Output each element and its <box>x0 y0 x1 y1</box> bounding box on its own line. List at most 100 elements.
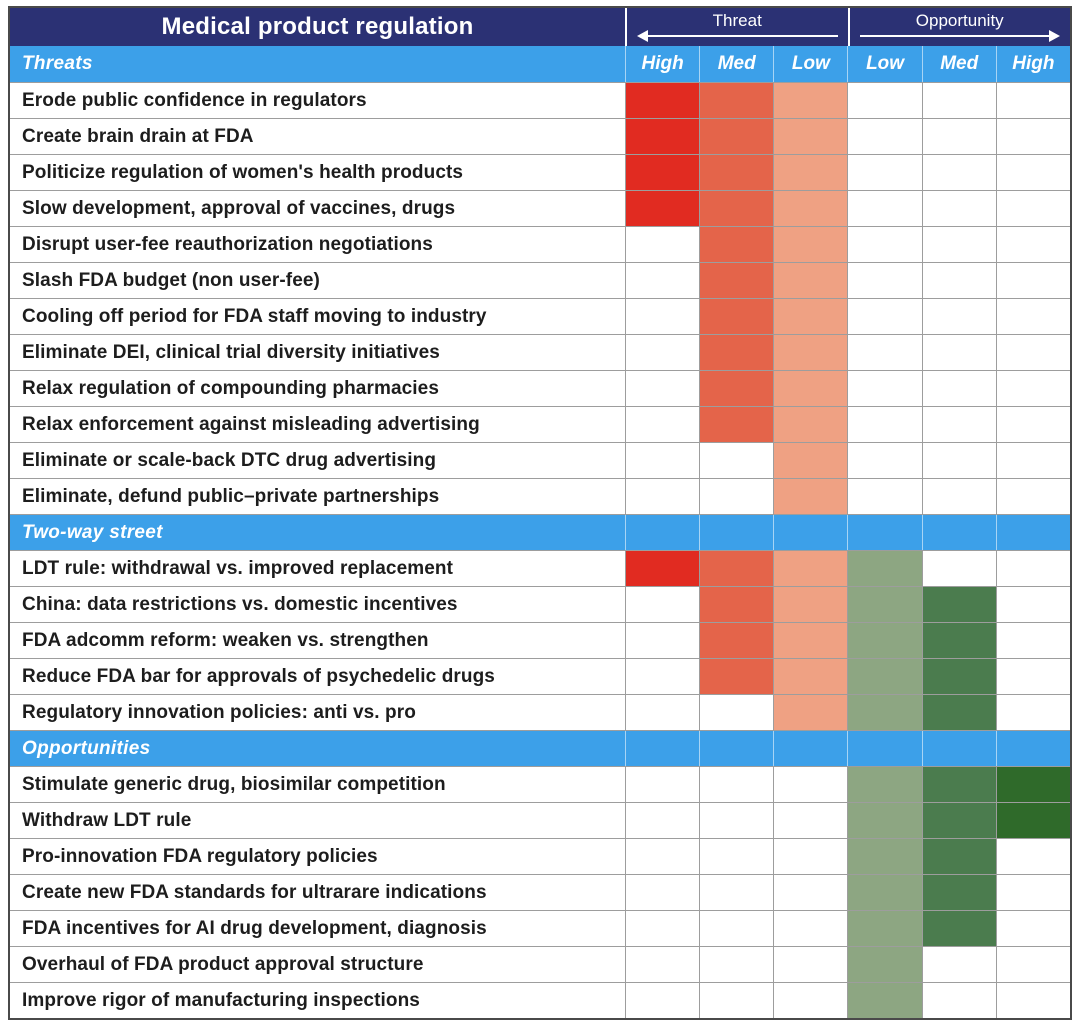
matrix-cell-empty <box>699 839 773 874</box>
matrix-cell-empty <box>995 227 1070 262</box>
matrix-cell-om <box>921 587 996 622</box>
matrix-cell-empty <box>625 839 699 874</box>
matrix-cell-om <box>921 839 996 874</box>
section-header-row: Opportunities <box>10 730 1070 766</box>
matrix-cell-empty <box>921 299 996 334</box>
section-header-cell <box>773 731 847 766</box>
matrix-cell-empty <box>773 839 847 874</box>
matrix-cell-empty <box>921 443 996 478</box>
matrix-cell-empty <box>773 803 847 838</box>
column-header-opportunity-high: High <box>995 46 1070 82</box>
table-row: FDA incentives for AI drug development, … <box>10 910 1070 946</box>
row-label: Pro-innovation FDA regulatory policies <box>22 845 378 867</box>
matrix-cell-empty <box>625 911 699 946</box>
matrix-cell-empty <box>773 983 847 1018</box>
matrix-cell-tl <box>773 479 848 514</box>
matrix-cell-empty <box>847 479 921 514</box>
matrix-cell-om <box>921 695 996 730</box>
matrix-cell-empty <box>625 263 699 298</box>
table-row: Eliminate DEI, clinical trial diversity … <box>10 334 1070 370</box>
table-row: Reduce FDA bar for approvals of psychede… <box>10 658 1070 694</box>
column-header-opportunity-low: Low <box>847 46 921 82</box>
matrix-cell-empty <box>921 407 996 442</box>
row-label: Eliminate, defund public–private partner… <box>22 485 440 507</box>
matrix-cell-th <box>625 155 700 190</box>
matrix-cell-empty <box>847 299 921 334</box>
matrix-cell-th <box>625 83 700 118</box>
matrix-cell-tm <box>699 587 774 622</box>
section-label-threats: Threats <box>22 53 93 74</box>
section-header-cell <box>847 515 921 550</box>
matrix-cell-empty <box>699 803 773 838</box>
row-label: Politicize regulation of women's health … <box>22 161 464 183</box>
matrix-cell-empty <box>699 695 773 730</box>
matrix-cell-tl <box>773 227 848 262</box>
opportunity-group-label: Opportunity <box>915 10 1004 30</box>
row-label: FDA incentives for AI drug development, … <box>22 917 487 939</box>
matrix-cell-om <box>921 659 996 694</box>
column-header-threat-low: Low <box>773 46 847 82</box>
matrix-cell-empty <box>847 155 921 190</box>
opportunity-direction-arrow-icon <box>850 29 1071 42</box>
matrix-cell-tl <box>773 263 848 298</box>
page-title: Medical product regulation <box>161 13 474 40</box>
matrix-cell-empty <box>921 83 996 118</box>
threat-group-label: Threat <box>712 10 762 30</box>
row-label: Reduce FDA bar for approvals of psychede… <box>22 665 495 687</box>
section-header-cell <box>995 515 1070 550</box>
matrix-cell-empty <box>625 479 699 514</box>
matrix-cell-empty <box>921 263 996 298</box>
table-row: Slow development, approval of vaccines, … <box>10 190 1070 226</box>
table-row: Disrupt user-fee reauthorization negotia… <box>10 226 1070 262</box>
matrix-cell-ol <box>847 659 922 694</box>
matrix-cell-tm <box>699 623 774 658</box>
matrix-cell-tl <box>773 443 848 478</box>
table-row: Erode public confidence in regulators <box>10 82 1070 118</box>
matrix-cell-ol <box>847 551 922 586</box>
matrix-cell-empty <box>699 875 773 910</box>
section-header-cell <box>625 515 699 550</box>
matrix-cell-om <box>921 875 996 910</box>
matrix-cell-ol <box>847 623 922 658</box>
matrix-cell-empty <box>625 335 699 370</box>
matrix-cell-tl <box>773 155 848 190</box>
matrix-cell-th <box>625 119 700 154</box>
arrow-head-left <box>637 29 648 42</box>
table-row: Improve rigor of manufacturing inspectio… <box>10 982 1070 1018</box>
matrix-cell-ol <box>847 983 922 1018</box>
matrix-cell-empty <box>995 479 1070 514</box>
matrix-cell-empty <box>625 623 699 658</box>
column-header-row: Threats High Med Low Low Med High <box>10 46 1070 82</box>
matrix-cell-empty <box>625 587 699 622</box>
matrix-cell-tm <box>699 83 774 118</box>
table-row: Cooling off period for FDA staff moving … <box>10 298 1070 334</box>
table-row: Stimulate generic drug, biosimilar compe… <box>10 766 1070 802</box>
matrix-cell-tm <box>699 551 774 586</box>
section-label: Opportunities <box>22 737 151 759</box>
row-label: Disrupt user-fee reauthorization negotia… <box>22 233 433 255</box>
matrix-cell-empty <box>995 263 1070 298</box>
matrix-cell-empty <box>995 875 1070 910</box>
matrix-cell-empty <box>699 443 773 478</box>
section-header-cell <box>773 515 847 550</box>
matrix-cell-tl <box>773 551 848 586</box>
table-row: Relax regulation of compounding pharmaci… <box>10 370 1070 406</box>
matrix-cell-empty <box>995 443 1070 478</box>
matrix-cell-tl <box>773 695 848 730</box>
matrix-cell-om <box>921 623 996 658</box>
matrix-cell-empty <box>847 335 921 370</box>
matrix-cell-empty <box>625 803 699 838</box>
matrix-cell-oh <box>995 803 1070 838</box>
matrix-cell-empty <box>847 263 921 298</box>
matrix-cell-tl <box>773 335 848 370</box>
matrix-cell-ol <box>847 587 922 622</box>
regulation-matrix: Medical product regulation Threat Opport… <box>8 6 1072 1020</box>
matrix-cell-empty <box>995 839 1070 874</box>
matrix-cell-empty <box>921 227 996 262</box>
threat-direction-arrow-icon <box>627 29 848 42</box>
matrix-cell-empty <box>699 983 773 1018</box>
arrow-line <box>648 34 838 37</box>
matrix-cell-empty <box>625 299 699 334</box>
section-header-cell <box>921 731 996 766</box>
row-label: Regulatory innovation policies: anti vs.… <box>22 701 416 723</box>
